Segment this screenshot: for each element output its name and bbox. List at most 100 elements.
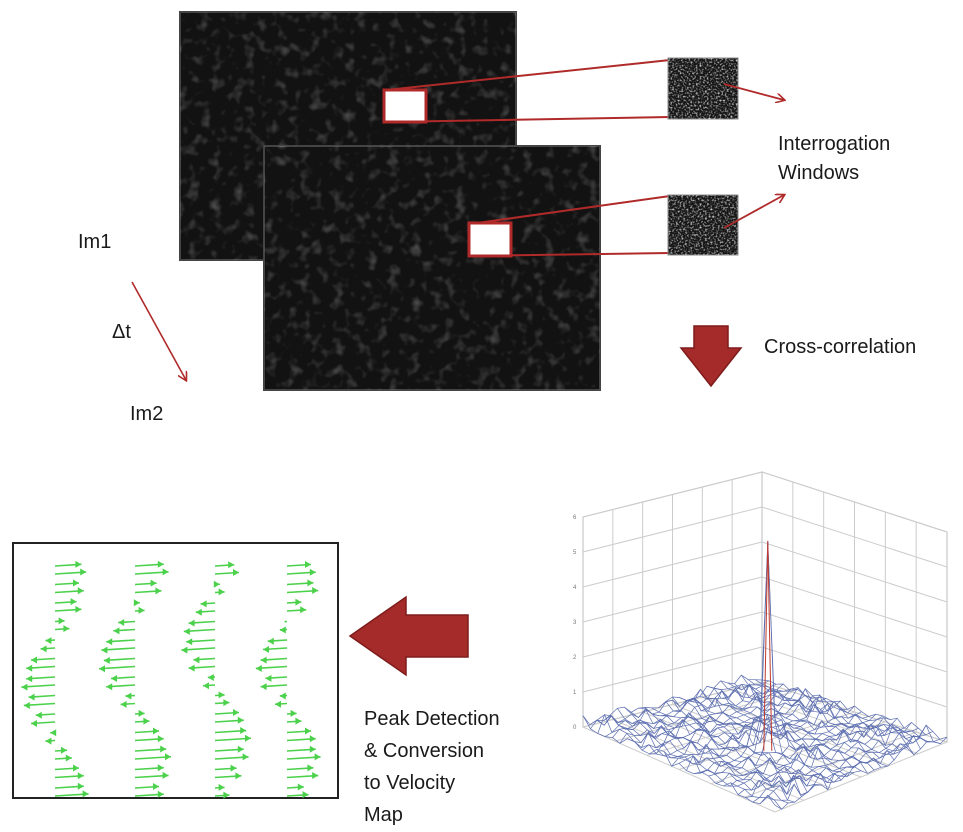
correlation-mesh bbox=[582, 540, 948, 810]
velocity-vector bbox=[214, 727, 247, 735]
velocity-vector bbox=[54, 605, 82, 613]
velocity-vector bbox=[134, 790, 164, 798]
velocity-vector bbox=[54, 587, 84, 595]
peak-line-1: Peak Detection bbox=[364, 708, 500, 730]
velocity-vector bbox=[286, 568, 316, 576]
zoomed-window-1 bbox=[667, 57, 739, 120]
velocity-vector bbox=[260, 656, 288, 664]
particle-image-2 bbox=[263, 145, 601, 391]
zoomed-window-2 bbox=[667, 194, 739, 256]
axis-tick-label: 1 bbox=[573, 690, 577, 696]
velocity-vector bbox=[286, 709, 297, 717]
correlation-peak bbox=[763, 540, 773, 751]
velocity-vector bbox=[134, 771, 169, 779]
velocity-vector bbox=[286, 735, 316, 743]
velocity-vector bbox=[286, 598, 302, 606]
down-arrow-icon bbox=[679, 325, 743, 388]
velocity-vector bbox=[214, 753, 249, 761]
velocity-vector bbox=[260, 683, 288, 691]
velocity-vector bbox=[214, 764, 237, 772]
peak-line-4: Map bbox=[364, 804, 403, 826]
velocity-vector bbox=[286, 727, 312, 735]
velocity-vector bbox=[21, 683, 56, 691]
velocity-vector bbox=[181, 646, 216, 654]
velocity-vector bbox=[134, 587, 162, 595]
velocity-vector bbox=[265, 674, 288, 682]
velocity-vector bbox=[23, 701, 56, 709]
velocity-vector bbox=[134, 560, 164, 568]
velocity-vector bbox=[54, 782, 84, 790]
plot-axis-ticks: 0 1 2 3 4 5 6 bbox=[573, 515, 577, 731]
velocity-vector bbox=[134, 764, 164, 772]
velocity-vector bbox=[134, 735, 164, 743]
interrogation-line-1: Interrogation bbox=[778, 133, 891, 155]
velocity-vector bbox=[214, 791, 230, 799]
velocity-vector bbox=[30, 656, 56, 664]
left-arrow-icon bbox=[348, 595, 469, 677]
peak-detection-label: Peak Detection & Conversion to Velocity … bbox=[364, 703, 500, 831]
velocity-vector bbox=[186, 638, 216, 646]
velocity-vector bbox=[279, 692, 288, 700]
velocity-vector bbox=[193, 656, 216, 664]
velocity-vector bbox=[279, 626, 288, 634]
velocity-vector bbox=[286, 579, 314, 587]
image-2-label: Im2 bbox=[130, 403, 164, 425]
velocity-vector bbox=[286, 606, 307, 614]
velocity-vector bbox=[50, 729, 57, 737]
interrogation-window-1 bbox=[382, 88, 428, 124]
velocity-vector bbox=[134, 579, 157, 587]
velocity-vector bbox=[134, 717, 150, 725]
velocity-vector bbox=[45, 737, 56, 745]
velocity-vector bbox=[214, 588, 225, 596]
velocity-vector bbox=[286, 587, 319, 595]
velocity-vector bbox=[286, 753, 321, 761]
velocity-vector bbox=[286, 745, 316, 753]
velocity-vector bbox=[286, 561, 312, 568]
velocity-vector bbox=[214, 772, 242, 780]
velocity-vector bbox=[213, 580, 220, 588]
axis-tick-label: 0 bbox=[573, 725, 577, 731]
velocity-vector bbox=[54, 754, 72, 762]
velocity-vector bbox=[106, 683, 136, 691]
interrogation-projection-1 bbox=[385, 59, 671, 123]
plot-grid bbox=[582, 471, 948, 813]
velocity-vector bbox=[286, 764, 314, 772]
velocity-vector bbox=[214, 783, 225, 791]
image-1-label: Im1 bbox=[78, 231, 112, 253]
velocity-vector bbox=[214, 569, 240, 576]
time-step-arrow bbox=[131, 281, 186, 380]
axis-tick-label: 6 bbox=[573, 515, 577, 521]
velocity-vector bbox=[134, 568, 169, 576]
velocity-vector bbox=[214, 561, 235, 569]
velocity-vector bbox=[134, 709, 145, 717]
velocity-vector bbox=[214, 734, 252, 742]
velocity-vector bbox=[286, 772, 319, 780]
velocity-vector bbox=[134, 745, 167, 753]
cross-correlation-label: Cross-correlation bbox=[764, 336, 917, 358]
velocity-vector bbox=[54, 568, 87, 576]
velocity-vector bbox=[202, 682, 216, 690]
velocity-vector bbox=[255, 664, 288, 672]
velocity-vector bbox=[101, 646, 136, 654]
peak-line-2: & Conversion bbox=[364, 740, 485, 762]
velocity-vector bbox=[134, 606, 145, 614]
velocity-vector bbox=[183, 627, 216, 635]
velocity-vector bbox=[195, 608, 216, 616]
correlation-surface-plot: 0 1 2 3 4 5 6 bbox=[573, 471, 948, 813]
velocity-vector bbox=[54, 790, 89, 798]
interrogation-window-2 bbox=[467, 221, 513, 258]
velocity-vector bbox=[26, 675, 56, 683]
velocity-vector bbox=[26, 664, 56, 672]
velocity-vector bbox=[214, 709, 240, 716]
velocity-vector bbox=[133, 599, 140, 607]
velocity-vector bbox=[30, 720, 56, 727]
interrogation-line-2: Windows bbox=[778, 162, 860, 184]
interrogation-windows-label: Interrogation Windows bbox=[778, 130, 890, 188]
velocity-vector bbox=[267, 637, 288, 645]
velocity-vector bbox=[54, 625, 70, 633]
axis-tick-label: 5 bbox=[573, 550, 577, 556]
velocity-vector bbox=[188, 619, 216, 627]
velocity-vector bbox=[274, 700, 288, 708]
velocity-vector bbox=[214, 691, 225, 699]
